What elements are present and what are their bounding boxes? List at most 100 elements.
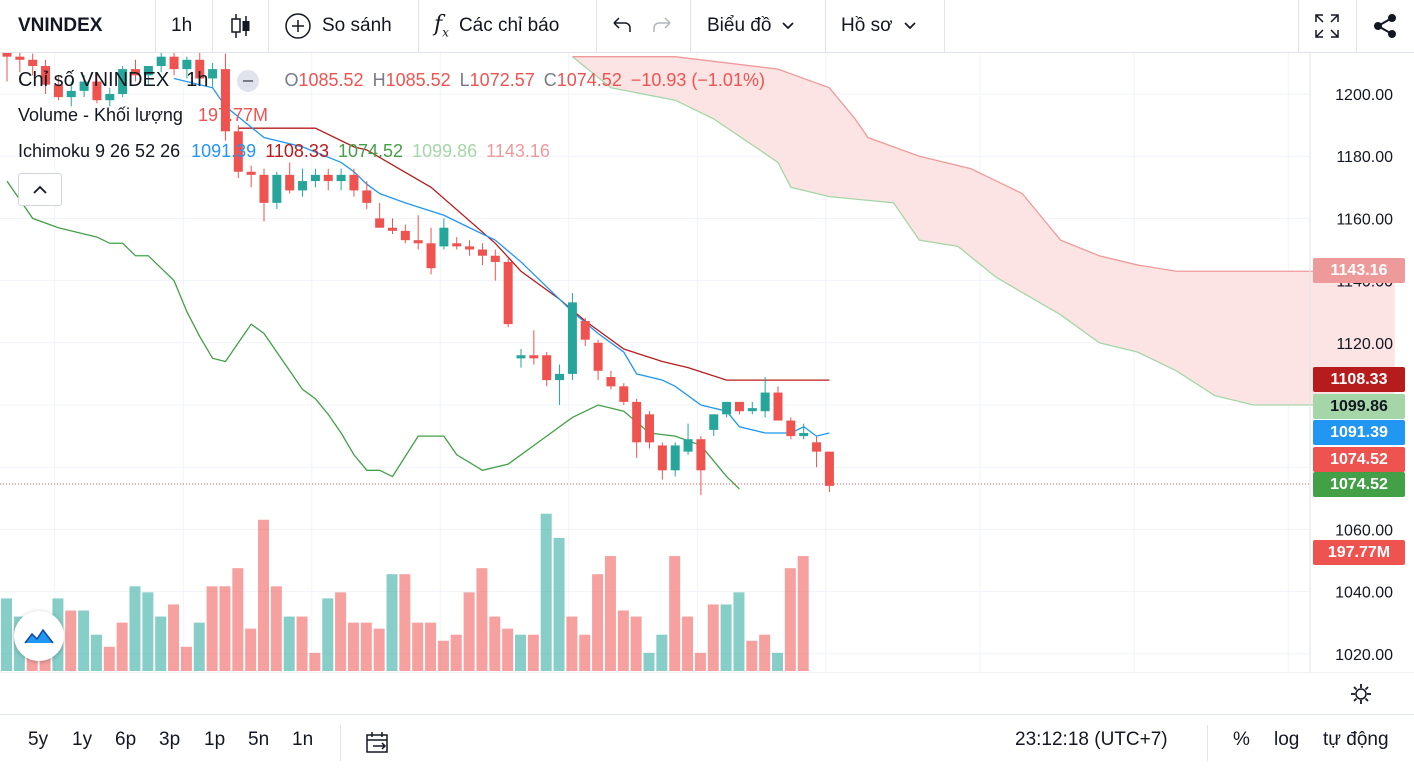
volume-bar (630, 616, 642, 671)
range-button-5y[interactable]: 5y (28, 729, 49, 750)
add-circle-icon (285, 13, 311, 39)
ichimoku-lagging-line (6, 180, 740, 490)
candle-body (670, 445, 680, 471)
candle-body (593, 342, 603, 371)
open-label: O (284, 70, 299, 90)
candle-body (15, 56, 25, 60)
price-chart[interactable]: 1200.001180.001160.001140.001120.001100.… (0, 44, 1414, 705)
candle-body (105, 94, 115, 101)
candle-body (580, 321, 590, 340)
candle-body (53, 84, 63, 98)
auto-scale-toggle[interactable]: tự động (1323, 729, 1389, 751)
candle-body (709, 414, 719, 430)
price-tick-label: 1020.00 (1335, 647, 1393, 664)
function-icon: fx (434, 12, 449, 40)
undo-icon (613, 17, 631, 32)
candle-body (208, 69, 218, 79)
candle-body (323, 174, 333, 182)
candle-body (503, 261, 513, 325)
volume-bar (347, 622, 359, 671)
candle-body (375, 218, 385, 228)
volume-bar (168, 604, 180, 671)
profile-menu-button[interactable]: Hồ sơ (841, 0, 917, 52)
last-price-tag: 1074.52 (1313, 447, 1405, 472)
candle-body (824, 451, 834, 486)
volume-bar (155, 616, 167, 671)
chart-menu-button[interactable]: Biểu đồ (707, 0, 795, 52)
range-button-3p[interactable]: 3p (159, 729, 181, 750)
volume-bar (193, 622, 205, 671)
volume-bar (283, 616, 295, 671)
candle-body (2, 50, 12, 57)
undo-button[interactable] (610, 0, 634, 52)
price-tick-label: 1160.00 (1336, 211, 1393, 228)
range-button-6p[interactable]: 6p (115, 729, 137, 750)
ichimoku-span-b-line (572, 56, 1395, 272)
time-label: 23:12:18 (UTC+7) (1015, 729, 1168, 750)
candle-body (79, 81, 89, 91)
share-button[interactable] (1372, 0, 1398, 52)
volume-bar (720, 604, 732, 671)
candle-body (220, 69, 230, 132)
symbol-search-button[interactable]: VNINDEX (18, 0, 102, 52)
range-button-1p[interactable]: 1p (204, 729, 226, 750)
range-button-5n[interactable]: 5n (248, 729, 270, 750)
span-b-price-tag: 1143.16 (1313, 258, 1405, 283)
divider (340, 725, 341, 761)
change-value: −10.93 (−1.01%) (630, 70, 765, 90)
volume-bar (232, 568, 244, 671)
volume-bar (425, 622, 437, 671)
percent-scale-toggle[interactable]: % (1233, 729, 1250, 751)
redo-button[interactable] (650, 0, 674, 52)
chevron-down-icon (903, 22, 916, 30)
bottom-toolbar: 5y 1y 6p 3p 1p 5n 1n 23:12:18 (UTC+7) % log tự… (0, 714, 1414, 771)
lagging-span-price-tag: 1074.52 (1313, 472, 1405, 497)
divider (155, 0, 156, 52)
indicators-button[interactable]: fx Các chỉ báo (434, 0, 559, 52)
chart-area[interactable]: 1200.001180.001160.001140.001120.001100.… (0, 44, 1414, 705)
volume-bar (515, 634, 526, 671)
log-scale-toggle[interactable]: log (1274, 729, 1299, 751)
hide-legend-icon[interactable] (237, 70, 260, 93)
go-to-date-button[interactable] (365, 731, 391, 761)
volume-bar (682, 616, 694, 671)
volume-bar (142, 592, 154, 671)
price-axis: 1200.001180.001160.001140.001120.001100.… (1335, 87, 1393, 664)
candle-body (310, 174, 320, 182)
range-button-1y[interactable]: 1y (72, 729, 93, 750)
volume-bar (206, 586, 218, 671)
candle-body (272, 174, 282, 203)
divider (690, 0, 691, 52)
candle-body (696, 439, 706, 471)
legend-ichimoku[interactable]: Ichimoku 9 26 52 26 1091.39 1108.33 1074… (18, 141, 554, 162)
auto-label: tự động (1323, 729, 1389, 750)
volume-price-tag: 197.77M (1313, 540, 1405, 565)
legend-title[interactable]: Chỉ số VNINDEX (18, 69, 170, 91)
volume-bar (335, 592, 347, 671)
chart-style-button[interactable] (230, 0, 252, 52)
volume-bar (759, 634, 771, 671)
volume-bar (129, 586, 141, 671)
candle-body (169, 56, 179, 70)
clock-timezone[interactable]: 23:12:18 (UTC+7) (1015, 729, 1168, 751)
volume-bar (784, 568, 796, 671)
ichimoku-cloud-fill (572, 56, 1395, 409)
interval-button[interactable]: 1h (171, 0, 192, 52)
fullscreen-button[interactable] (1313, 0, 1341, 52)
tradingview-logo[interactable] (14, 611, 64, 661)
volume-bar (540, 513, 552, 671)
volume-bar (656, 634, 668, 671)
collapse-legend-button[interactable] (18, 173, 62, 206)
base-line-price-tag: 1108.33 (1313, 367, 1405, 392)
compare-button[interactable]: So sánh (284, 0, 392, 52)
volume-bar (592, 574, 604, 671)
volume-bar (579, 634, 591, 671)
candle-body (606, 377, 616, 387)
volume-bar (258, 519, 269, 671)
legend-volume[interactable]: Volume - Khối lượng 197.77M (18, 105, 272, 126)
range-button-1n[interactable]: 1n (292, 729, 314, 750)
volume-bar (463, 592, 475, 671)
settings-button[interactable] (1350, 683, 1372, 710)
candle-body (233, 131, 243, 172)
candles (2, 44, 834, 496)
